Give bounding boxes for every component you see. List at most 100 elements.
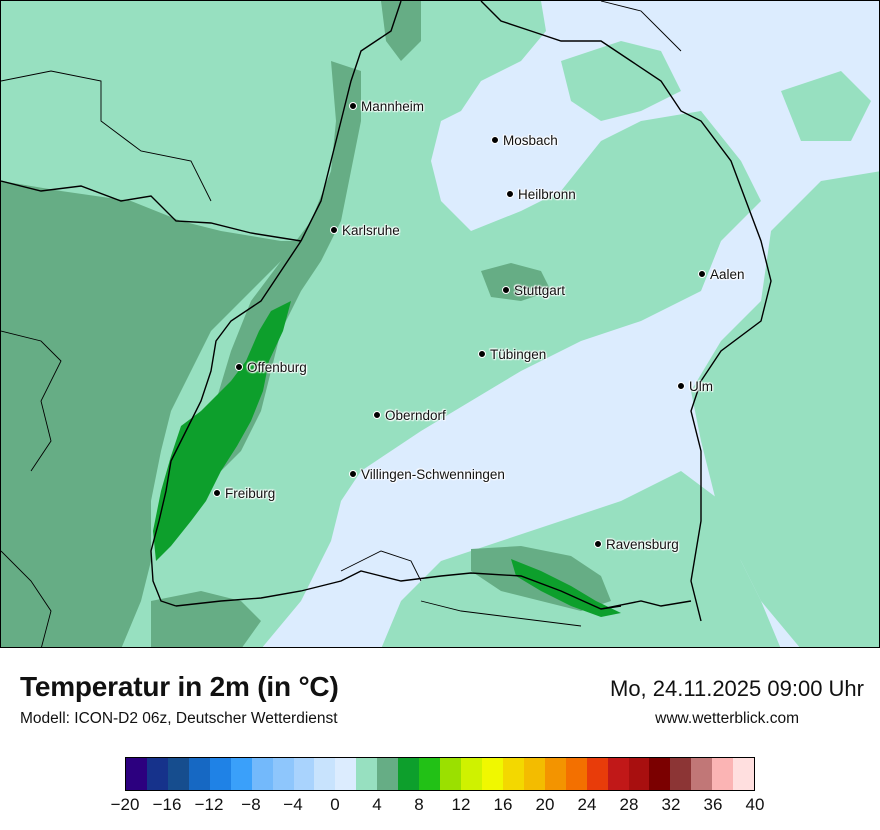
inner-boundaries [1, 1, 682, 647]
colorbar-tick-label: −12 [194, 795, 224, 814]
city-marker-icon [594, 540, 602, 549]
colorbar-segment [523, 758, 545, 790]
city-marker-icon [502, 286, 510, 295]
colorbar-segment [481, 758, 503, 790]
city-karlsruhe[interactable]: Karlsruhe [330, 223, 400, 239]
colorbar-tick-label: 8 [414, 795, 424, 814]
warm-south-west [151, 591, 261, 647]
colorbar-tick-label: −4 [283, 795, 303, 814]
colorbar-segment [272, 758, 294, 790]
colorbar-tick-label: 12 [451, 795, 471, 814]
colorbar-segment [251, 758, 273, 790]
colorbar-segment [335, 758, 357, 790]
city-ravensburg[interactable]: Ravensburg [594, 537, 679, 553]
colorbar-segment [670, 758, 692, 790]
colorbar-segment [314, 758, 336, 790]
city-marker-icon [330, 226, 338, 235]
colorbar-segment [167, 758, 189, 790]
city-marker-icon [373, 411, 381, 420]
colorbar-segment [377, 758, 399, 790]
city-ulm[interactable]: Ulm [677, 379, 713, 395]
forecast-datetime: Mo, 24.11.2025 09:00 Uhr [610, 676, 864, 701]
colorbar-segment [607, 758, 629, 790]
temperature-map: Mannheim Mosbach Heilbronn Karlsruhe Aal… [0, 0, 880, 648]
colorbar-tick-label: −8 [241, 795, 261, 814]
city-freiburg[interactable]: Freiburg [213, 486, 275, 502]
city-marker-icon [349, 102, 357, 111]
city-label: Offenburg [247, 360, 307, 375]
city-marker-icon [235, 363, 243, 372]
colorbar-segment [565, 758, 587, 790]
city-label: Oberndorf [385, 408, 446, 423]
city-label: Tübingen [490, 347, 547, 362]
city-oberndorf[interactable]: Oberndorf [373, 408, 446, 424]
warm-north-top [381, 1, 421, 61]
colorbar-tick-label: 20 [535, 795, 555, 814]
city-marker-icon [698, 270, 706, 279]
colorbar-segment [461, 758, 482, 790]
colorbar-tick-label: −20 [110, 795, 140, 814]
mint-zone-patch [781, 71, 871, 141]
colorbar-segment [628, 758, 650, 790]
colorbar-tick-label: 0 [330, 795, 340, 814]
colorbar-tick-label: 32 [661, 795, 681, 814]
city-label: Mannheim [361, 99, 425, 114]
city-label: Mosbach [503, 133, 558, 148]
borders [1, 1, 772, 622]
map-title: Temperatur in 2m (in °C) [20, 671, 339, 702]
city-label: Ulm [689, 379, 713, 394]
city-stuttgart[interactable]: Stuttgart [502, 283, 565, 299]
colorbar-segment [356, 758, 378, 790]
colorbar-segment [188, 758, 210, 790]
colorbar-segment [733, 758, 755, 790]
map-shading [1, 1, 879, 647]
colorbar-segment [691, 758, 713, 790]
warmest-lake-constance [511, 559, 621, 617]
city-tuebingen[interactable]: Tübingen [478, 347, 546, 363]
colorbar-segment [544, 758, 566, 790]
city-marker-icon [506, 190, 514, 199]
mint-zone-northeast [561, 41, 681, 121]
city-marker-icon [677, 382, 685, 391]
city-villingen-schwenningen[interactable]: Villingen-Schwenningen [349, 467, 505, 483]
colorbar-segment [293, 758, 315, 790]
website-link[interactable]: www.wetterblick.com [655, 710, 799, 727]
city-aalen[interactable]: Aalen [698, 267, 745, 283]
city-marker-icon [478, 350, 486, 359]
city-label: Villingen-Schwenningen [361, 467, 505, 482]
colorbar-tick-label: 28 [619, 795, 639, 814]
colorbar-segment [440, 758, 461, 790]
city-label: Ravensburg [606, 537, 679, 552]
city-label: Stuttgart [514, 283, 566, 298]
colorbar-tick-labels: −20 −16 −12 −8 −4 0 4 8 12 16 20 24 28 32 36 40 [0, 795, 880, 817]
city-marker-icon [213, 489, 221, 498]
colorbar-tick-label: 16 [493, 795, 513, 814]
city-label: Aalen [710, 267, 745, 282]
colorbar-segment [126, 758, 147, 790]
colorbar-tick-label: −16 [152, 795, 182, 814]
mint-zone-east [691, 171, 879, 647]
colorbar-tick-label: 24 [577, 795, 597, 814]
city-mannheim[interactable]: Mannheim [349, 99, 424, 115]
colorbar-segment [419, 758, 441, 790]
warm-stuttgart [481, 263, 551, 301]
colorbar-segment [230, 758, 252, 790]
city-label: Freiburg [225, 486, 276, 501]
temperature-colorbar [125, 757, 755, 791]
city-label: Karlsruhe [342, 223, 400, 238]
colorbar-segment [502, 758, 524, 790]
model-subtitle: Modell: ICON-D2 06z, Deutscher Wetterdie… [20, 710, 338, 727]
colorbar-tick-label: 36 [703, 795, 723, 814]
colorbar-tick-label: 4 [372, 795, 382, 814]
colorbar-segment [649, 758, 671, 790]
city-marker-icon [491, 136, 499, 145]
city-offenburg[interactable]: Offenburg [235, 360, 307, 376]
colorbar-segment [712, 758, 734, 790]
warmest-upper-rhine [153, 301, 291, 561]
city-marker-icon [349, 470, 357, 479]
city-mosbach[interactable]: Mosbach [491, 133, 558, 149]
city-heilbronn[interactable]: Heilbronn [506, 187, 576, 203]
colorbar-tick-label: 40 [745, 795, 765, 814]
colorbar-segment [586, 758, 608, 790]
warm-rhine-west [1, 181, 301, 647]
